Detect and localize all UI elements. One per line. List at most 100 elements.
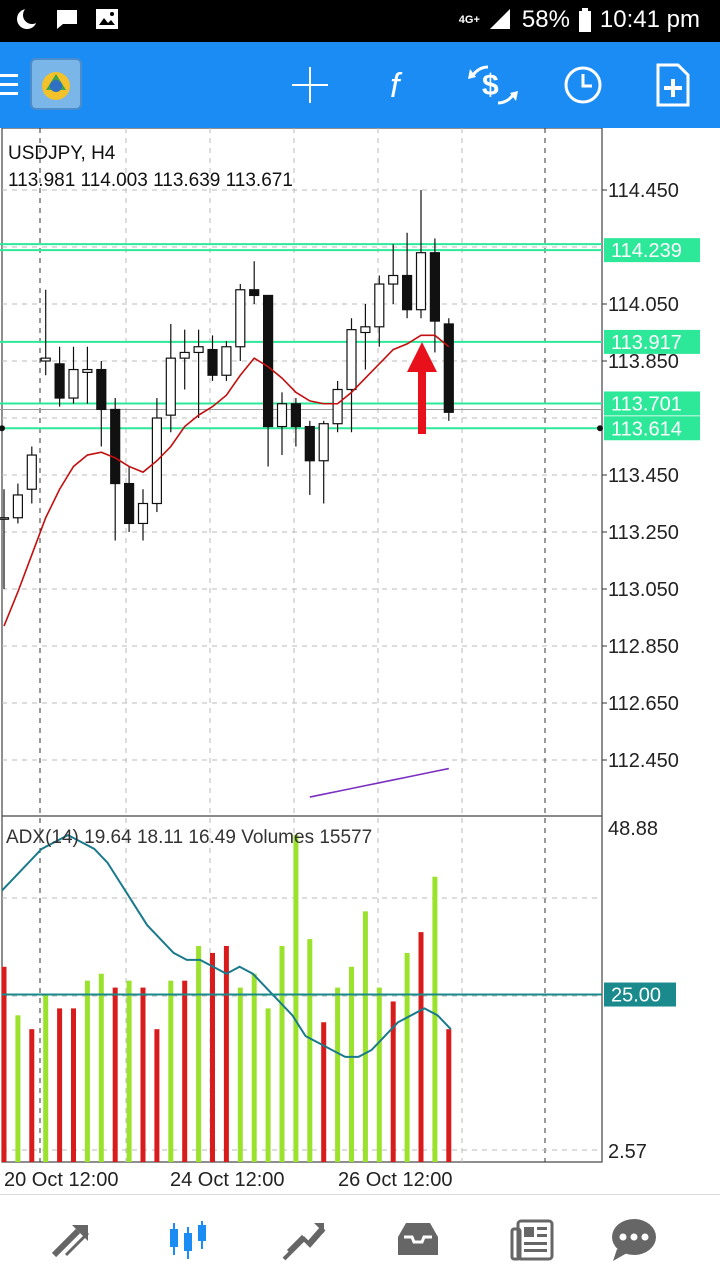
history-icon[interactable] [392, 1213, 444, 1265]
candle-bear [304, 425, 315, 462]
candle-bear [290, 403, 301, 428]
level-anchor-dot [597, 425, 603, 432]
news-icon[interactable] [508, 1213, 560, 1265]
volume-bar [57, 1008, 63, 1162]
chart-frame [1, 127, 603, 1163]
volume-bar [71, 1008, 76, 1162]
price-level-badge [604, 329, 700, 354]
volume-bar [335, 987, 341, 1162]
menu-icon[interactable] [0, 72, 18, 98]
price-tick-label: 112.850 [608, 636, 679, 658]
volume-bar [237, 987, 243, 1162]
price-tick-label: 112.650 [608, 693, 679, 715]
ohlc-values: 113.981 114.003 113.639 113.671 [8, 170, 293, 191]
quotes-icon[interactable] [46, 1213, 98, 1265]
indicators-icon[interactable]: f [375, 60, 425, 110]
price-chart[interactable]: 114.450 114.050 113.850 113.450 113.250 113.0… [0, 127, 720, 1194]
volume-bar [154, 1029, 160, 1162]
candle-bear [54, 363, 65, 399]
candle-bear [123, 482, 135, 525]
chart-icon[interactable] [162, 1213, 214, 1265]
volume-bar [29, 1029, 35, 1162]
candle-bull [40, 357, 51, 362]
price-level-label: 113.701 [611, 393, 682, 415]
volume-bar [251, 973, 257, 1162]
candle-bear [263, 294, 274, 428]
svg-text:f: f [390, 67, 403, 105]
indicator-min-label: 2.57 [608, 1141, 647, 1163]
volume-bar [293, 835, 299, 1162]
horizontal-levels [0, 243, 603, 432]
volume-bar [362, 911, 368, 1162]
image-icon [94, 6, 120, 32]
volume-bar [418, 932, 424, 1162]
candles [0, 190, 454, 589]
signal-icon [488, 7, 514, 33]
adx-line [1, 833, 602, 1058]
candle-bull [26, 454, 37, 490]
battery-percent: 58% [521, 6, 570, 33]
indicator-max-label: 48.88 [608, 818, 658, 840]
candle-bull [68, 368, 79, 399]
volume-bar [168, 980, 174, 1162]
candle-bull [235, 289, 246, 348]
volume-bar [112, 987, 118, 1162]
volume-bar [126, 980, 132, 1162]
moving-averages [3, 334, 450, 798]
trade-icon[interactable]: $ [468, 60, 518, 110]
price-level-badge [604, 391, 700, 416]
candle-bull [332, 388, 343, 425]
price-level-label: 114.239 [611, 240, 682, 262]
metatrader-logo-icon[interactable] [30, 58, 82, 110]
candle-bear [110, 408, 121, 485]
price-level-badge [604, 416, 700, 441]
candle-bear [443, 323, 454, 413]
candle-bear [429, 252, 440, 322]
candle-bear [249, 289, 260, 297]
new-order-icon[interactable] [648, 60, 698, 110]
time-tick-label: 24 Oct 12:00 [170, 1169, 285, 1191]
volume-bar [1, 966, 7, 1162]
trade-icon[interactable] [278, 1213, 330, 1265]
bottom-navigation [0, 1194, 720, 1281]
price-tick-label: 114.050 [608, 294, 679, 316]
price-level-label: 113.917 [611, 332, 682, 354]
status-bar: 4G+ 58% 10:41 pm [0, 0, 720, 42]
candle-bull [0, 517, 10, 520]
candle-bull [193, 346, 204, 354]
volume-bar [404, 952, 410, 1162]
adx-line [1, 833, 452, 1058]
volume-bar [349, 966, 354, 1162]
volume-bar [98, 973, 104, 1162]
chart-area[interactable]: 114.450 114.050 113.850 113.450 113.250 113.0… [0, 127, 720, 1194]
chart-grid [1, 127, 603, 1163]
red-arrow-annotation [407, 342, 437, 434]
candle-bull [388, 274, 399, 285]
timeframe-clock-icon[interactable] [558, 60, 608, 110]
candle-bull [276, 403, 288, 428]
volume-bar [15, 1015, 21, 1162]
clock-time: 10:41 pm [599, 6, 700, 33]
volume-bar [432, 876, 438, 1162]
crosshair-icon[interactable] [285, 60, 335, 110]
chat-icon[interactable] [608, 1213, 660, 1265]
chart-axes: 114.450 114.050 113.850 113.450 113.250 113.0… [4, 180, 700, 1191]
moon-icon [14, 6, 41, 32]
volume-bar [279, 946, 285, 1162]
volume-bar [210, 952, 215, 1162]
message-icon [54, 6, 80, 32]
candle-bear [96, 368, 107, 411]
price-tick-label: 113.050 [608, 579, 679, 601]
symbol-title: USDJPY, H4 [8, 143, 116, 164]
candle-bull [179, 351, 190, 359]
volume-bar [43, 994, 49, 1162]
price-tick-label: 114.450 [608, 180, 679, 202]
candle-bull [360, 326, 371, 334]
volume-bar [446, 1029, 452, 1162]
candle-bull [12, 494, 23, 519]
price-tick-label: 113.250 [608, 522, 679, 544]
top-toolbar: f $ [0, 42, 720, 128]
candle-bear [402, 274, 413, 311]
volume-bar [390, 1001, 396, 1162]
battery-icon [578, 7, 592, 33]
